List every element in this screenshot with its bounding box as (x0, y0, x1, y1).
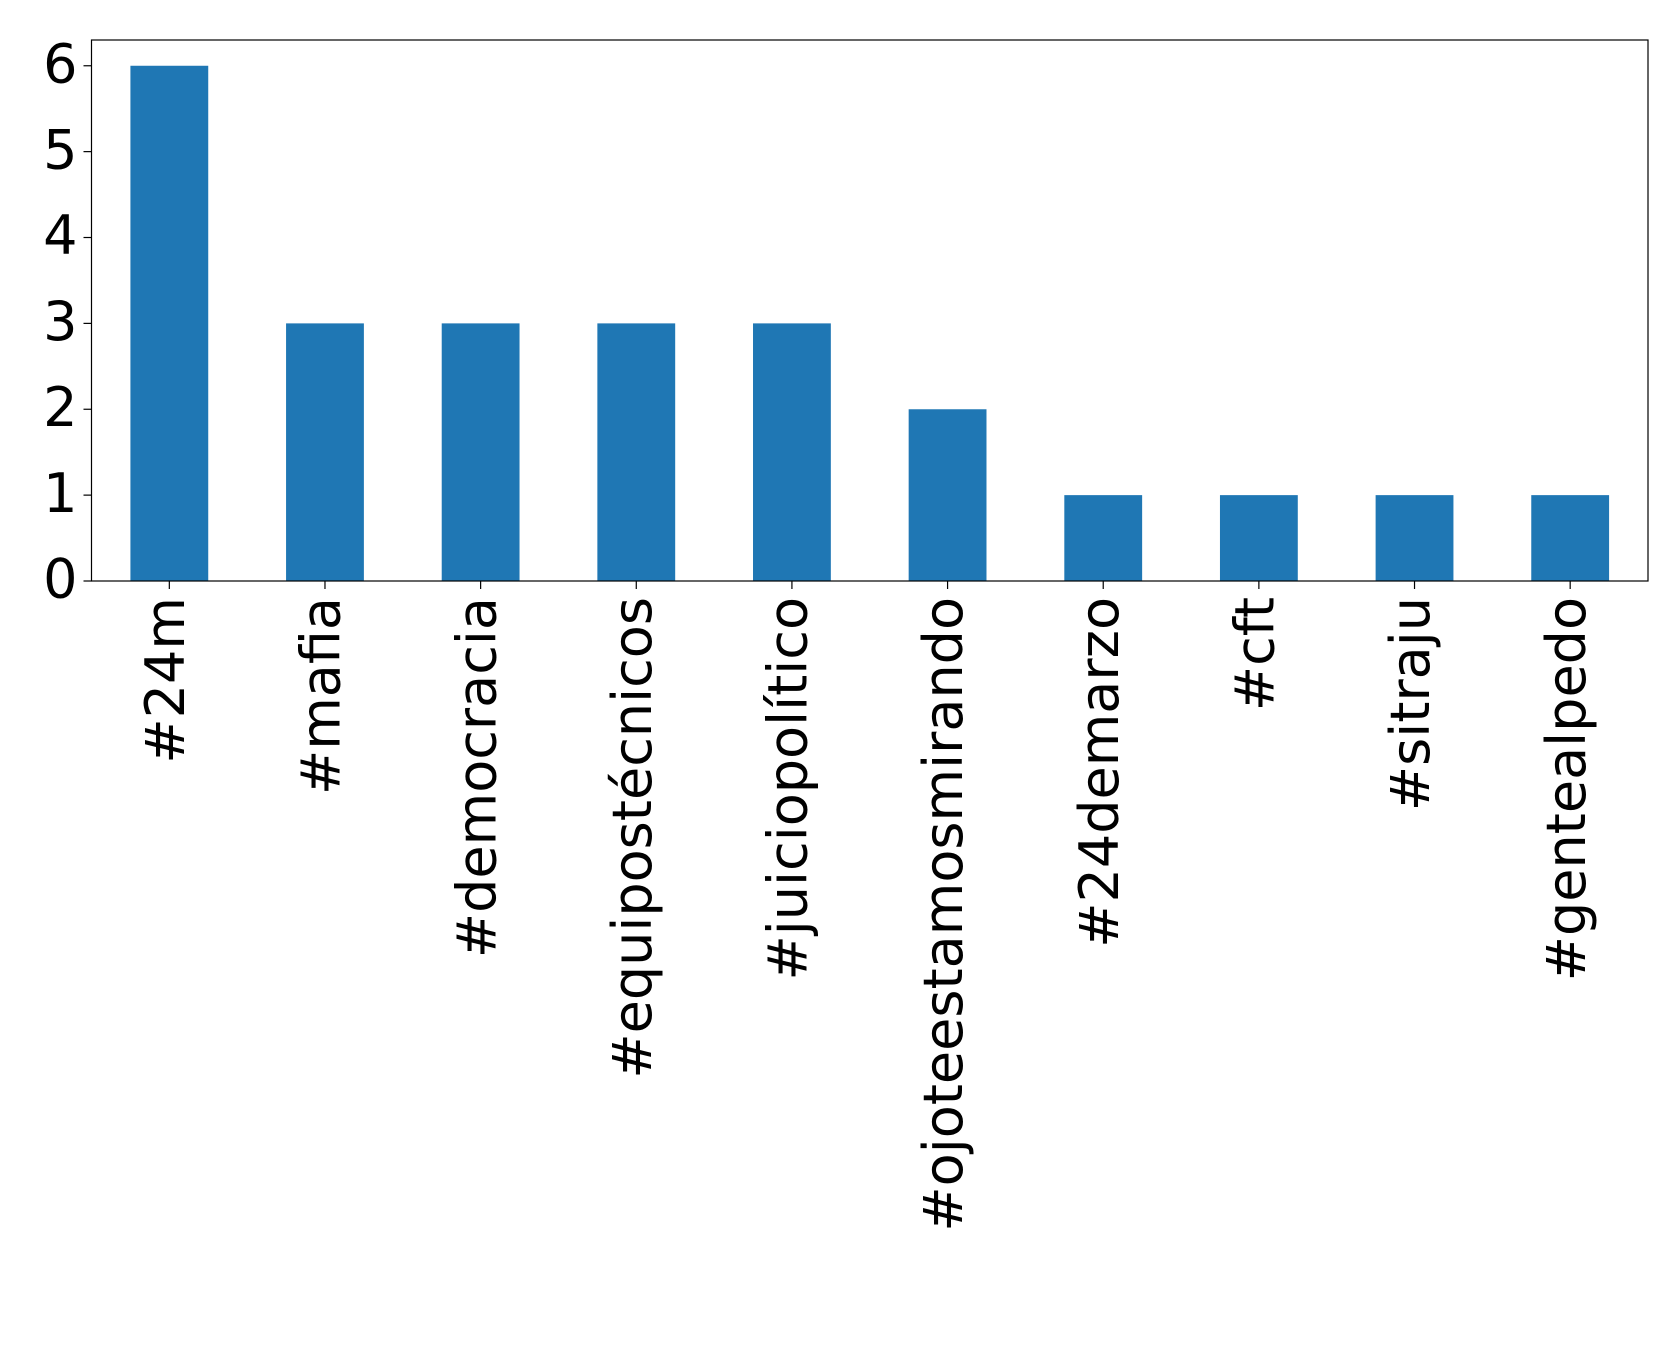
x-tick-label: #democracia (445, 597, 508, 958)
bar (1531, 495, 1610, 581)
x-tick-label: #24demarzo (1068, 597, 1131, 948)
y-tick-label: 4 (43, 204, 77, 267)
x-tick-label: #sitraju (1379, 597, 1442, 811)
x-tick-label: #equipostécnicos (601, 597, 664, 1079)
x-tick-label: #24m (134, 597, 197, 764)
bar (1375, 495, 1454, 581)
bar (1064, 495, 1143, 581)
bar (753, 323, 831, 581)
bar (130, 65, 209, 581)
y-tick-label: 5 (43, 118, 77, 181)
x-tick-label: #cft (1224, 597, 1287, 711)
bar (441, 323, 520, 581)
y-tick-label: 1 (43, 462, 77, 525)
y-tick-label: 2 (43, 376, 77, 439)
bar (908, 409, 987, 581)
plot-frame (90, 39, 1649, 582)
x-tick-label: #gentealpedo (1535, 597, 1598, 981)
y-tick-label: 0 (43, 548, 77, 611)
bar (286, 323, 364, 581)
x-tick-label: #mafia (290, 597, 353, 795)
y-tick-label: 6 (43, 32, 77, 95)
bar (1219, 495, 1298, 581)
x-tick-label: #ojoteestamosmirando (912, 597, 975, 1232)
bar (597, 323, 676, 581)
x-tick-label: #juiciopolítico (757, 597, 820, 980)
y-tick-label: 3 (43, 290, 77, 353)
